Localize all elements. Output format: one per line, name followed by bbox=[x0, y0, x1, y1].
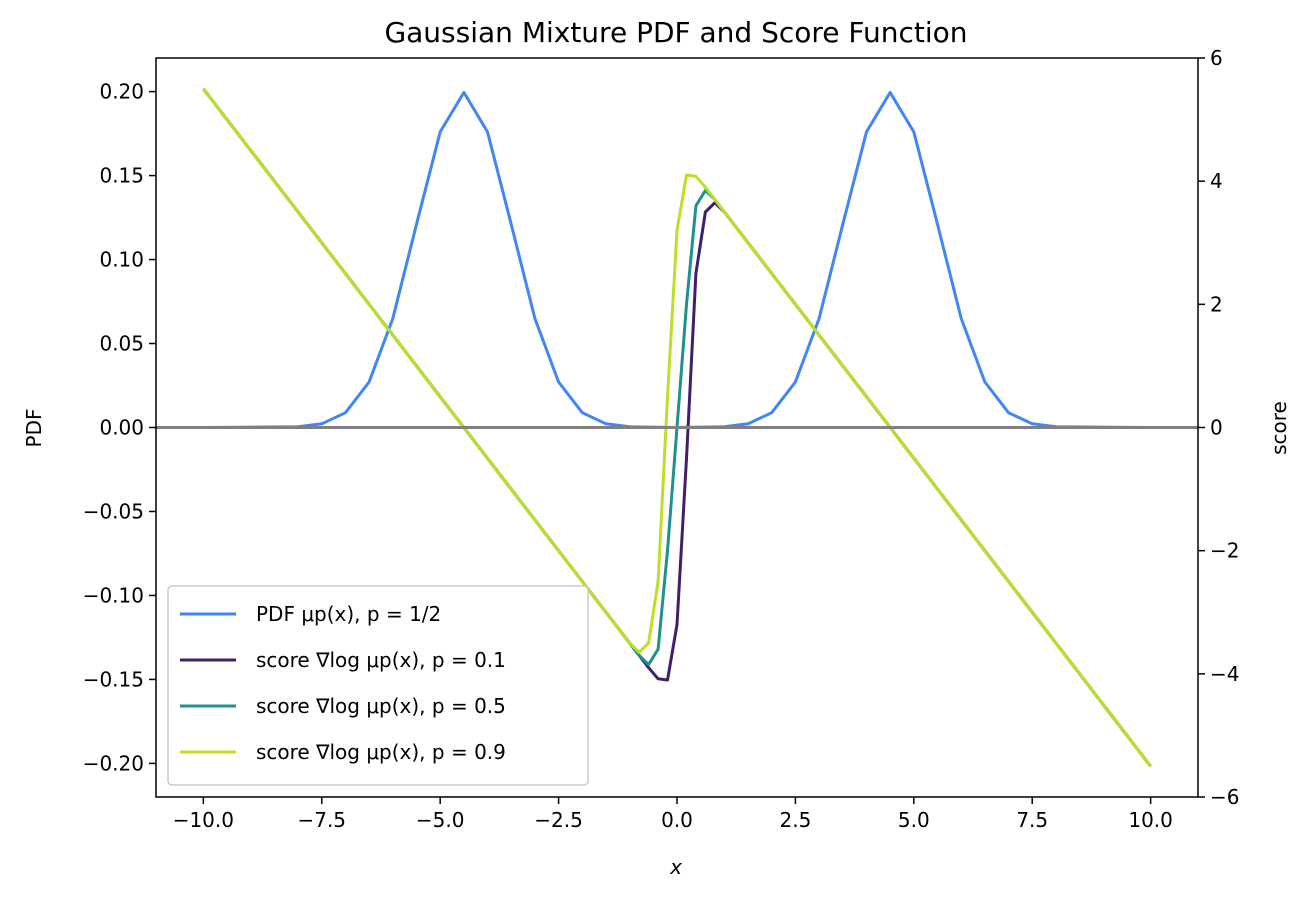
y-left-tick-label: −0.20 bbox=[83, 751, 144, 775]
legend-label: score ∇log μp(x), p = 0.9 bbox=[256, 740, 506, 764]
x-tick-label: −5.0 bbox=[416, 808, 465, 832]
y-right-tick-label: 4 bbox=[1210, 169, 1223, 193]
y-right-tick-label: −2 bbox=[1210, 539, 1239, 563]
y-left-tick-label: −0.05 bbox=[83, 499, 144, 523]
legend-box bbox=[167, 585, 589, 786]
legend-label: score ∇log μp(x), p = 0.1 bbox=[256, 648, 506, 672]
y-right-axis: −6 −4 −2 0 2 4 6 bbox=[1198, 46, 1239, 809]
y-left-tick-label: 0.05 bbox=[99, 332, 144, 356]
legend: PDF μp(x), p = 1/2 score ∇log μp(x), p = … bbox=[167, 585, 589, 786]
x-tick-label: 0.0 bbox=[661, 808, 693, 832]
x-tick-label: −10.0 bbox=[173, 808, 234, 832]
y-right-tick-label: −4 bbox=[1210, 662, 1239, 686]
y-left-tick-label: −0.15 bbox=[83, 667, 144, 691]
x-tick-label: 7.5 bbox=[1016, 808, 1048, 832]
y-left-axis-label: PDF bbox=[22, 409, 46, 448]
x-tick-label: 5.0 bbox=[898, 808, 930, 832]
y-right-axis-label: score bbox=[1267, 401, 1291, 455]
y-left-tick-label: 0.20 bbox=[99, 80, 144, 104]
chart-title: Gaussian Mixture PDF and Score Function bbox=[384, 16, 967, 49]
legend-label: PDF μp(x), p = 1/2 bbox=[256, 602, 441, 626]
x-axis: −10.0 −7.5 −5.0 −2.5 0.0 2.5 5.0 7.5 10.0 bbox=[173, 797, 1173, 832]
y-left-axis: −0.20 −0.15 −0.10 −0.05 0.00 0.05 0.10 0.15 0.20 bbox=[83, 80, 156, 775]
y-left-tick-label: 0.00 bbox=[99, 416, 144, 440]
series-line-0 bbox=[203, 90, 1151, 429]
x-tick-label: 10.0 bbox=[1128, 808, 1173, 832]
y-right-tick-label: −6 bbox=[1210, 785, 1239, 809]
y-right-tick-label: 0 bbox=[1210, 416, 1223, 440]
x-tick-label: −7.5 bbox=[297, 808, 346, 832]
y-right-tick-label: 6 bbox=[1210, 46, 1223, 70]
y-left-tick-label: 0.15 bbox=[99, 164, 144, 188]
y-left-tick-label: 0.10 bbox=[99, 248, 144, 272]
x-axis-label: x bbox=[669, 855, 682, 879]
y-left-tick-label: −0.10 bbox=[83, 583, 144, 607]
x-tick-label: 2.5 bbox=[780, 808, 812, 832]
legend-label: score ∇log μp(x), p = 0.5 bbox=[256, 694, 506, 718]
x-tick-label: −2.5 bbox=[534, 808, 583, 832]
series-line-3 bbox=[202, 87, 1152, 768]
y-right-tick-label: 2 bbox=[1210, 292, 1223, 316]
